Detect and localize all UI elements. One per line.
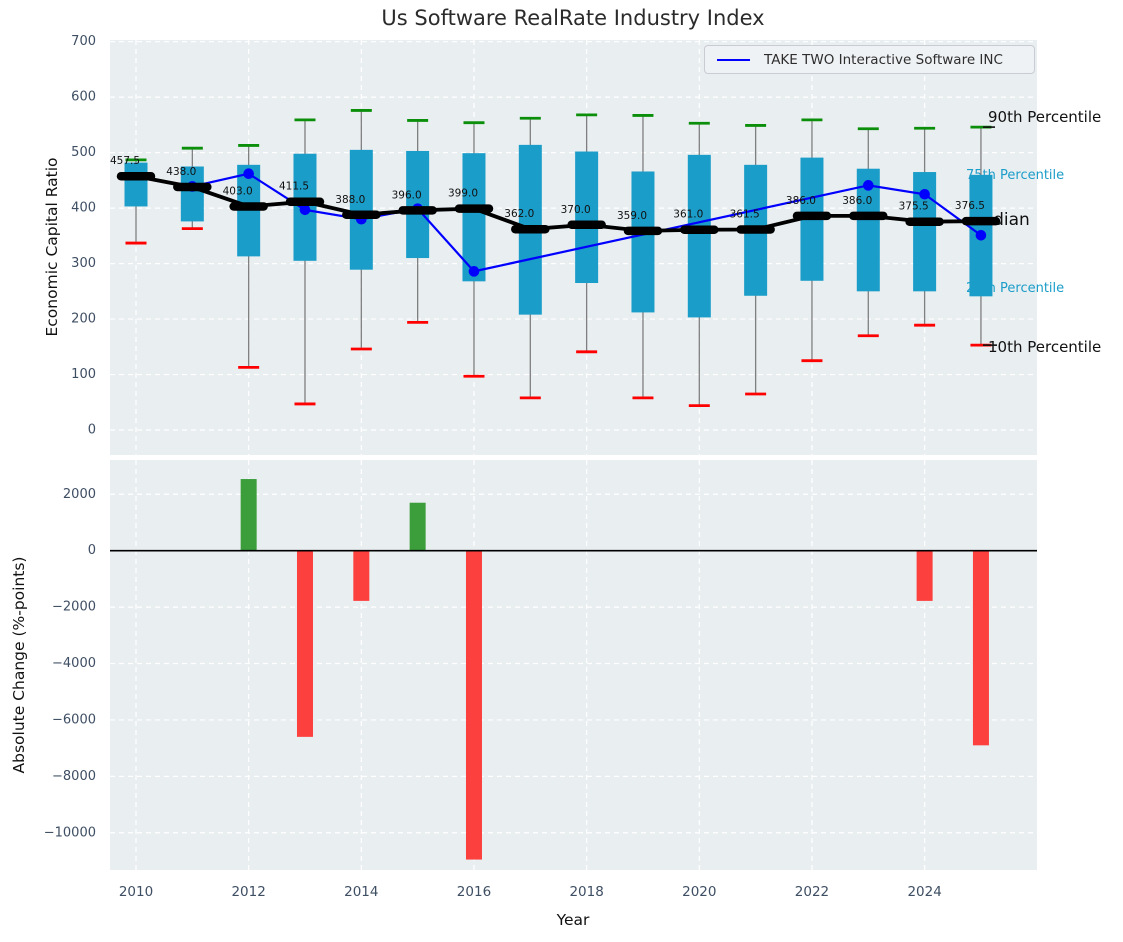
x-tick-labels: 2010 2012 2014 2016 2018 2020 2022 2024 [119, 884, 942, 900]
bottom-ytick--6000: −6000 [52, 712, 96, 727]
top-ytick-0: 0 [88, 423, 96, 438]
median-value-label-2023: 386.0 [842, 195, 872, 207]
median-value-label-2015: 396.0 [392, 189, 422, 201]
median-value-label-2025: 376.5 [955, 200, 985, 212]
bottom-ytick--2000: −2000 [52, 600, 96, 615]
top-ytick-200: 200 [71, 312, 96, 327]
bottom-ytick-0: 0 [88, 543, 96, 558]
median-value-label-2021: 361.5 [730, 208, 760, 220]
xtick-2016: 2016 [457, 884, 491, 900]
legend-series-label: TAKE TWO Interactive Software INC [764, 52, 1003, 68]
xtick-2020: 2020 [682, 884, 716, 900]
xtick-2022: 2022 [795, 884, 829, 900]
median-value-label-2012: 403.0 [223, 185, 253, 197]
box-plot-2015 [406, 120, 429, 322]
median-value-label-2019: 359.0 [617, 210, 647, 222]
bottom-y-axis-label: Absolute Change (%-points) [10, 557, 28, 774]
legend-blue-line-sample [717, 59, 750, 61]
median-value-label-2017: 362.0 [504, 208, 534, 220]
box-plot-2019 [631, 115, 654, 397]
xtick-2024: 2024 [907, 884, 941, 900]
top-y-axis-label: Economic Capital Ratio [43, 157, 61, 336]
median-value-label-2018: 370.0 [561, 204, 591, 216]
median-value-label-2011: 438.0 [166, 166, 196, 178]
bar-2025 [973, 551, 989, 746]
median-value-label-2024: 375.5 [899, 201, 929, 213]
top-ytick-400: 400 [71, 201, 96, 216]
top-ytick-100: 100 [71, 367, 96, 382]
bottom-y-tick-labels: 2000 0 −2000 −4000 −6000 −8000 −10000 [44, 487, 96, 840]
bar-2015 [410, 503, 426, 551]
median-value-label-2022: 386.0 [786, 195, 816, 207]
box-plot-2021 [744, 125, 767, 394]
bar-2013 [297, 551, 313, 737]
bar-2014 [353, 551, 369, 601]
take-two-point-2025 [976, 230, 987, 241]
box-plot-2024 [913, 128, 936, 325]
bottom-ytick--4000: −4000 [52, 656, 96, 671]
box-plot-2016 [462, 123, 485, 377]
take-two-point-2012 [243, 168, 254, 179]
box-plot-2014 [350, 110, 373, 349]
xtick-2010: 2010 [119, 884, 153, 900]
median-value-label-2014: 388.0 [335, 194, 365, 206]
chart-title: Us Software RealRate Industry Index [381, 6, 764, 30]
take-two-point-2013 [300, 204, 311, 215]
take-two-point-2024 [919, 189, 930, 200]
iqr-box-2020 [688, 155, 711, 318]
iqr-box-2010 [125, 163, 148, 207]
chart-canvas: 457.5 438.0 403.0 411.5 388.0 396.0 399.0 362.0… [0, 0, 1123, 942]
bottom-ytick--10000: −10000 [44, 825, 96, 840]
iqr-box-2018 [575, 152, 598, 283]
median-value-label-2016: 399.0 [448, 188, 478, 200]
bottom-ytick-2000: 2000 [63, 487, 96, 502]
take-two-point-2023 [863, 180, 874, 191]
iqr-box-2019 [631, 171, 654, 312]
bottom-ytick--8000: −8000 [52, 769, 96, 784]
xtick-2014: 2014 [344, 884, 378, 900]
take-two-point-2016 [469, 266, 480, 277]
xtick-2012: 2012 [231, 884, 265, 900]
top-ytick-700: 700 [71, 34, 96, 49]
box-plot-2013 [293, 120, 316, 404]
top-ytick-600: 600 [71, 90, 96, 105]
xtick-2018: 2018 [569, 884, 603, 900]
median-value-label-2013: 411.5 [279, 181, 309, 193]
box-plot-2020 [688, 123, 711, 405]
bar-2012 [241, 479, 257, 551]
box-plot-2018 [575, 115, 598, 352]
bar-2024 [917, 551, 933, 601]
bar-2016 [466, 551, 482, 860]
box-plot-2023 [857, 129, 880, 336]
x-axis-label: Year [557, 911, 590, 929]
percentile-boxes [125, 110, 993, 405]
median-value-label-2010: 457.5 [110, 155, 140, 167]
median-value-label-2020: 361.0 [673, 209, 703, 221]
iqr-box-2014 [350, 150, 373, 270]
legend: TAKE TWO Interactive Software INC [704, 45, 1035, 74]
top-y-tick-labels: 0 100 200 300 400 500 600 700 [71, 34, 96, 437]
top-ytick-500: 500 [71, 145, 96, 160]
figure: Us Software RealRate Industry Index 90th… [0, 0, 1123, 942]
box-plot-2022 [800, 120, 823, 361]
top-ytick-300: 300 [71, 256, 96, 271]
